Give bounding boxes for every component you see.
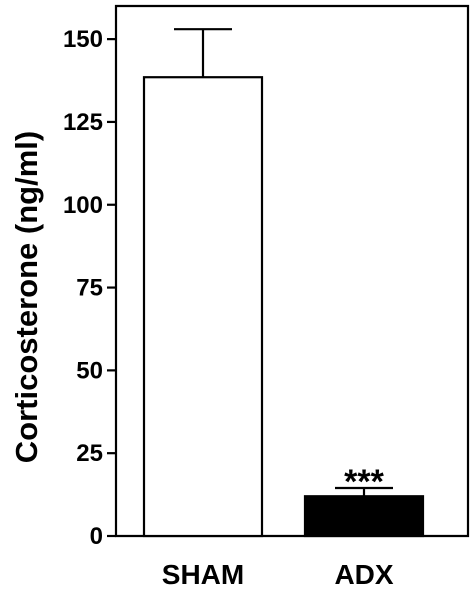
y-tick-label: 50 [76, 357, 103, 384]
y-tick-label: 0 [90, 523, 103, 550]
x-category-label: SHAM [162, 559, 244, 590]
plot-frame [114, 4, 470, 538]
significance-marker: *** [344, 463, 384, 501]
y-tick-label: 150 [63, 26, 103, 53]
bar-sham [142, 76, 264, 538]
y-axis-title: Corticosterone (ng/ml) [9, 131, 44, 463]
bar-adx [303, 495, 425, 538]
y-tick-label: 125 [63, 109, 103, 136]
plot-area: 0 25 50 75 100 125 150 SHAM ADX *** [63, 4, 470, 590]
y-tick-label: 75 [76, 275, 103, 302]
x-category-label: ADX [334, 559, 393, 590]
y-tick-label: 25 [76, 440, 103, 467]
y-tick-label: 100 [63, 192, 103, 219]
